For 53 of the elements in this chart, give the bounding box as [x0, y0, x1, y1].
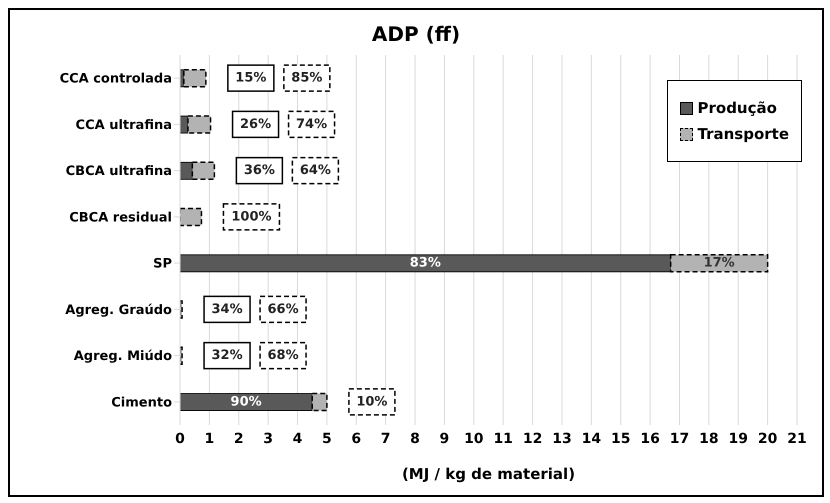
legend-label: Transporte [698, 125, 789, 143]
x-tick-label: 7 [380, 430, 391, 447]
x-tick-label: 0 [175, 430, 186, 447]
x-tick-label: 4 [292, 430, 303, 447]
y-tick-label: Agreg. Graúdo [65, 302, 172, 318]
annotation: 100% [231, 209, 272, 224]
x-tick-label: 9 [440, 430, 450, 447]
annotation: 36% [244, 163, 275, 178]
x-tick-label: 14 [582, 430, 602, 447]
x-tick-label: 10 [464, 430, 484, 447]
y-tick-label: Agreg. Miúdo [74, 349, 172, 364]
annotation: 68% [267, 348, 299, 364]
bar [183, 69, 207, 88]
bar [180, 346, 183, 366]
y-tick-label: SP [153, 256, 172, 272]
x-tick-label: 13 [552, 430, 572, 447]
annotation: 83% [410, 256, 441, 271]
y-tick-label: CCA ultrafina [76, 118, 172, 133]
x-tick-label: 16 [640, 430, 660, 447]
x-tick-label: 3 [263, 430, 274, 447]
x-tick-label: 11 [493, 430, 513, 447]
annotation: 74% [296, 116, 328, 132]
y-tick-label: CBCA ultrafina [66, 164, 172, 180]
x-tick-label: 8 [410, 430, 420, 447]
y-tick-label: CBCA residual [69, 210, 172, 226]
x-tick-label: 19 [728, 430, 748, 447]
y-tick-label: Cimento [111, 395, 172, 410]
chart-title: ADP (ff) [370, 22, 462, 46]
annotation: 66% [267, 302, 299, 317]
x-tick-label: 18 [699, 430, 719, 447]
x-axis-title: (MJ / kg de material) [402, 465, 576, 483]
x-tick-label: 12 [522, 430, 542, 447]
x-tick-label: 5 [322, 430, 332, 447]
x-tick-label: 1 [204, 430, 214, 447]
x-tick-label: 6 [351, 430, 362, 447]
annotation: 17% [704, 256, 735, 271]
x-tick-label: 20 [758, 430, 778, 447]
x-tick-label: 17 [670, 430, 690, 447]
x-tick-label: 21 [787, 430, 807, 447]
annotation: 15% [235, 70, 266, 86]
y-tick-label: CCA controlada [60, 72, 172, 87]
x-tick-label: 2 [234, 430, 244, 447]
annotation: 32% [211, 348, 243, 364]
annotation: 10% [356, 394, 388, 410]
annotation: 34% [211, 302, 243, 317]
annotation: 26% [240, 116, 272, 132]
bar [180, 208, 202, 226]
annotation: 90% [230, 394, 262, 410]
annotation: 64% [300, 163, 331, 178]
legend-label: Produção [698, 99, 777, 117]
annotation: 85% [291, 70, 322, 86]
bar [180, 300, 183, 319]
x-tick-label: 15 [610, 430, 630, 447]
